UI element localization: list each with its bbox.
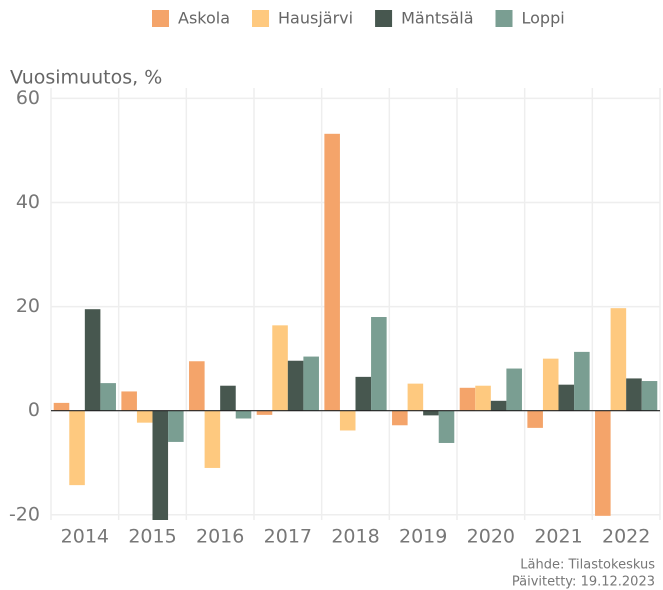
bar: [136, 410, 153, 423]
bar: [121, 391, 137, 411]
bar: [423, 410, 439, 416]
x-tick-label: 2017: [264, 526, 312, 548]
x-tick-label: 2014: [61, 526, 109, 548]
legend-label: Hausjärvi: [278, 9, 353, 28]
bar: [235, 410, 252, 419]
bar: [220, 385, 236, 411]
bar: [626, 378, 642, 411]
bar: [641, 381, 658, 411]
bar: [53, 402, 70, 411]
bar: [558, 384, 575, 411]
x-tick-label: 2016: [196, 526, 244, 548]
bar: [84, 309, 101, 411]
bar: [189, 361, 205, 411]
bars: [53, 133, 658, 520]
bar: [392, 410, 408, 426]
bar: [256, 410, 273, 415]
bar: [339, 410, 356, 431]
bar: [595, 410, 611, 516]
bar: [610, 308, 627, 411]
grid: [50, 88, 661, 520]
labels: -20 0 20 40 60 2014 2015 2016 2017 2018 2019 2020 20…: [9, 9, 660, 548]
bar: [459, 387, 476, 411]
bar: [475, 385, 491, 411]
x-tick-label: 2020: [467, 526, 515, 548]
legend-swatch: [252, 10, 270, 27]
legend-label: Mäntsälä: [401, 9, 473, 28]
bar: [490, 400, 507, 411]
legend-label: Loppi: [522, 9, 565, 28]
bar: [303, 356, 319, 411]
x-tick-label: 2018: [331, 526, 379, 548]
y-tick-label: 20: [16, 295, 40, 317]
x-tick-label: 2022: [602, 526, 650, 548]
bar: [69, 410, 85, 486]
bar: [287, 360, 304, 411]
bar: [324, 133, 340, 411]
bar: [168, 410, 184, 442]
bar: [371, 317, 387, 411]
y-axis-title: Vuosimuutos, %: [10, 67, 162, 89]
bar: [438, 410, 455, 443]
bar: [204, 410, 221, 468]
y-tick-label: 60: [16, 87, 40, 109]
y-tick-label: 0: [28, 399, 40, 421]
bar: [574, 351, 590, 411]
bar: [272, 325, 288, 411]
legend-swatch: [495, 10, 513, 27]
bar: [527, 410, 543, 428]
bar: [100, 383, 116, 411]
bar: [542, 358, 559, 411]
bar: [355, 376, 372, 411]
y-tick-label: 40: [16, 191, 40, 213]
y-tick-label: -20: [9, 503, 40, 525]
updated: Päivitetty: 19.12.2023: [512, 575, 655, 590]
x-tick-label: 2015: [128, 526, 176, 548]
legend-swatch: [152, 10, 169, 27]
bar: [407, 383, 424, 411]
legend-swatch: [375, 10, 393, 27]
bar: [152, 410, 169, 520]
x-tick-label: 2021: [534, 526, 582, 548]
x-tick-label: 2019: [399, 526, 447, 548]
bar: [506, 368, 522, 411]
legend-label: Askola: [178, 9, 230, 28]
source: Lähde: Tilastokeskus: [520, 558, 655, 573]
